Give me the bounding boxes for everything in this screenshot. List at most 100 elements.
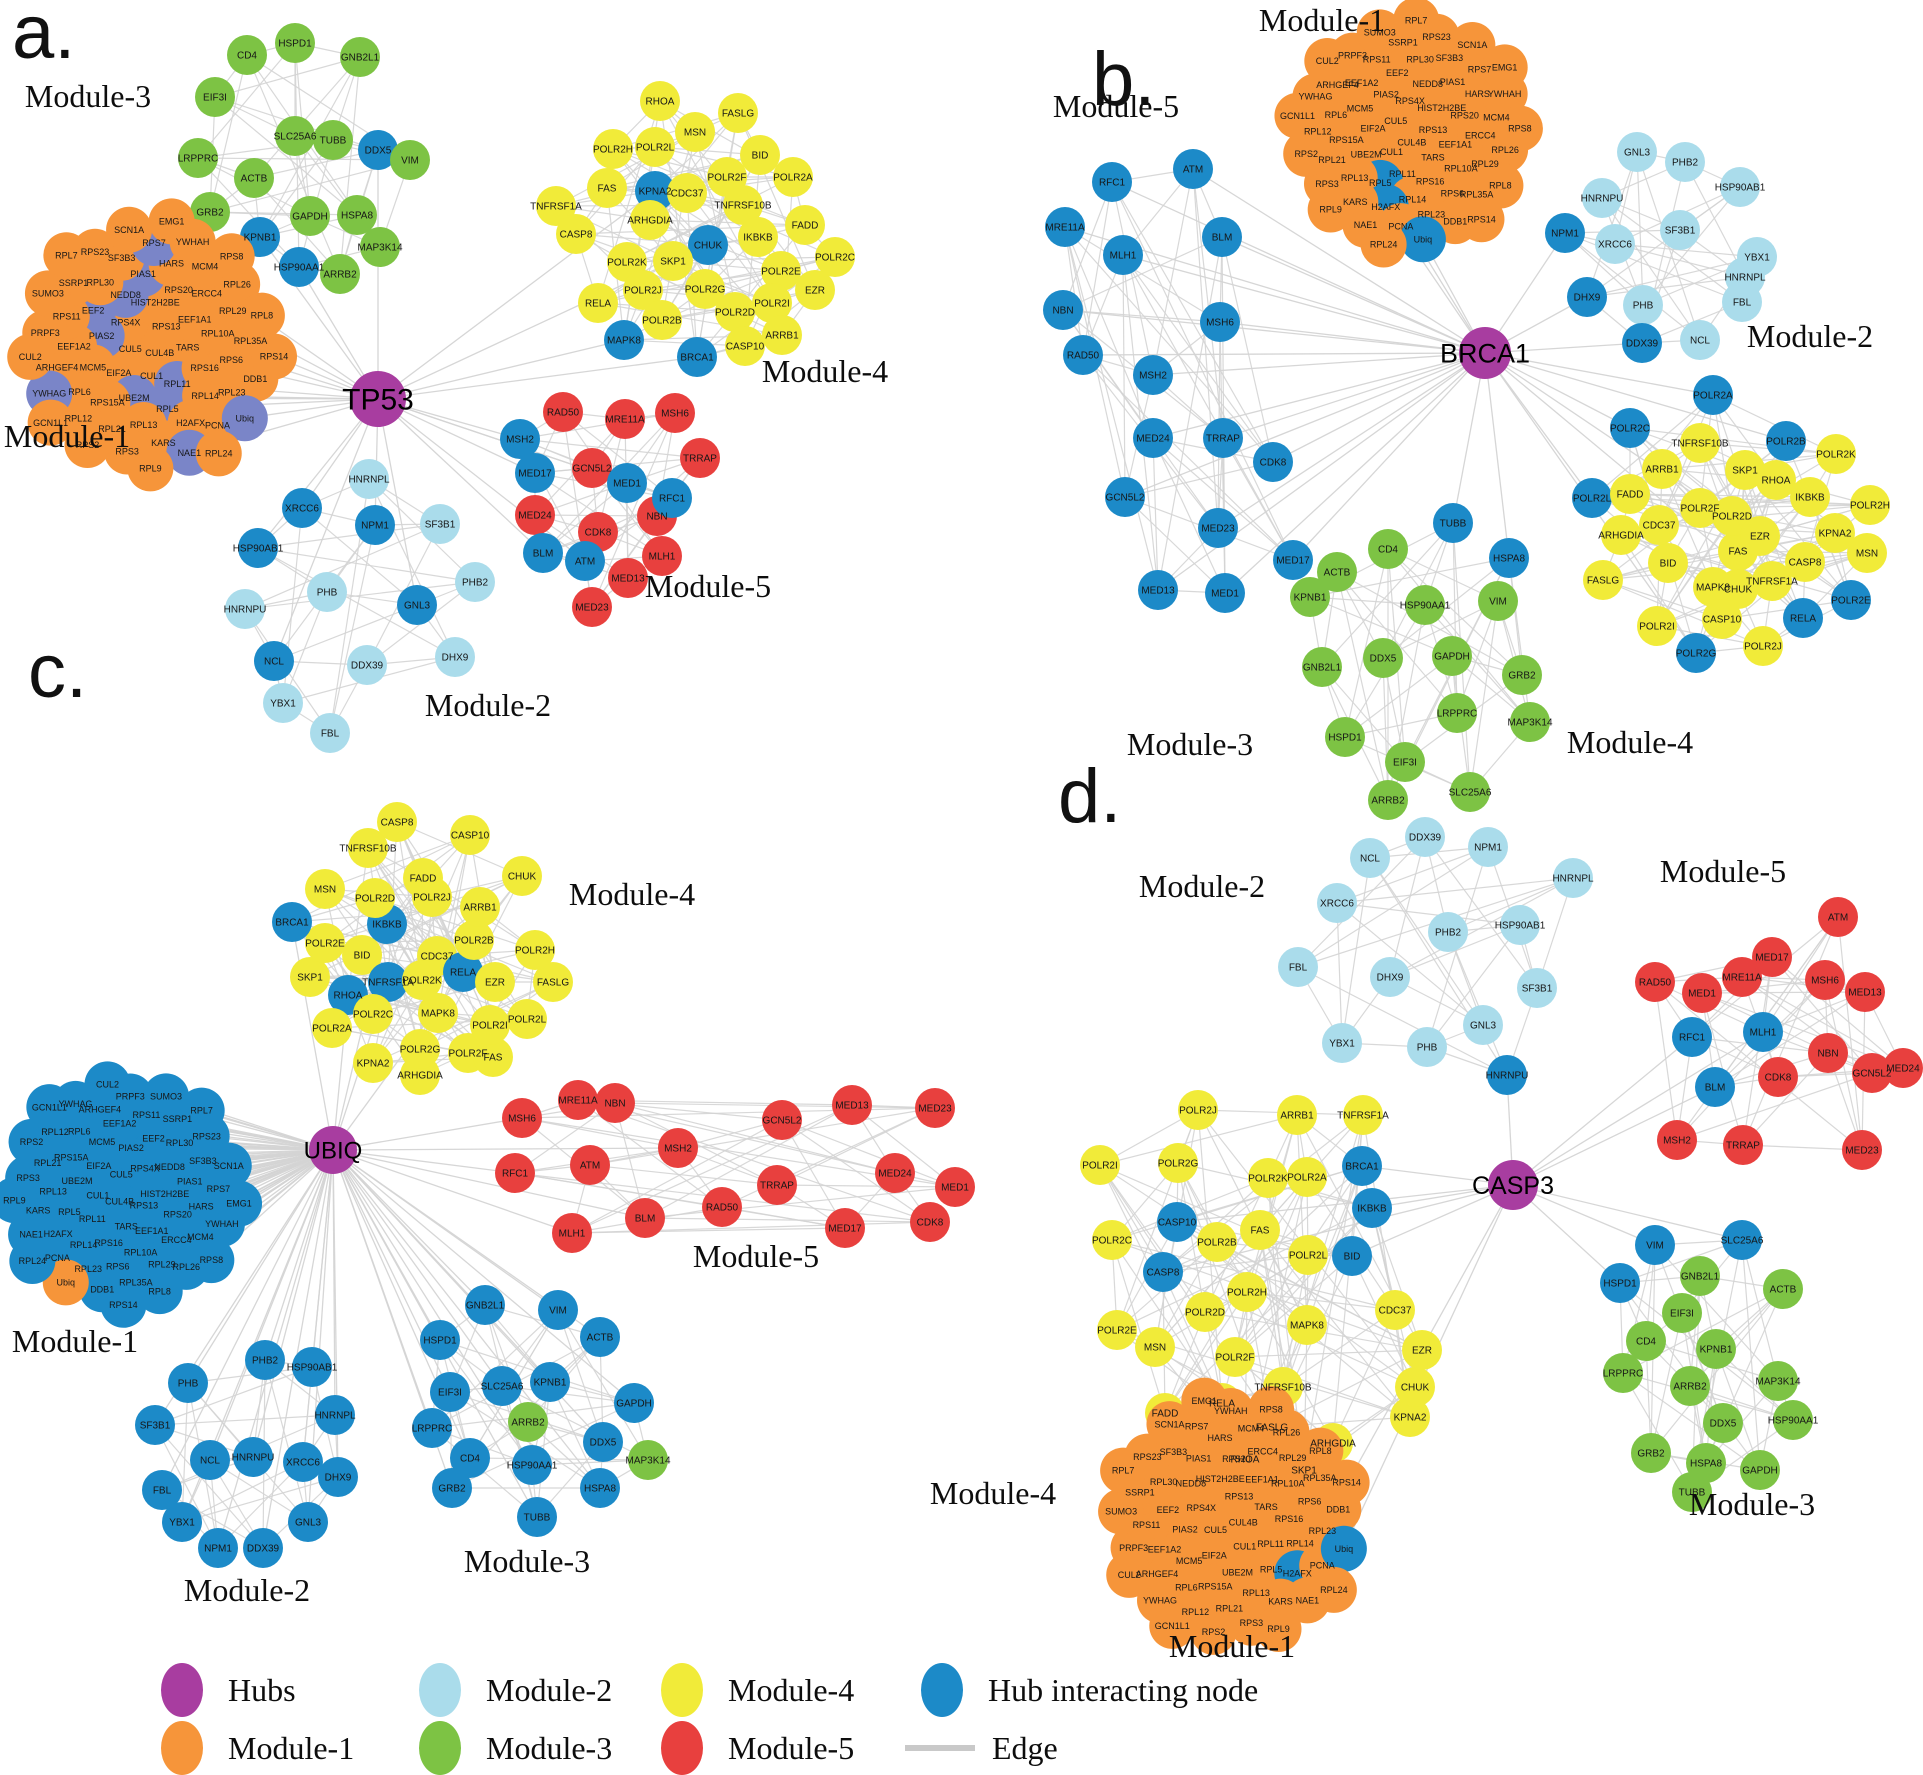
node-TRRAP[interactable] <box>1203 418 1243 458</box>
node-FBL[interactable] <box>142 1470 182 1510</box>
node-POLR2I[interactable] <box>470 1005 510 1045</box>
node-PHB[interactable] <box>1623 285 1663 325</box>
node-SUMO3[interactable] <box>24 270 71 317</box>
node-BID[interactable] <box>342 935 382 975</box>
node-RPS8[interactable] <box>188 1237 235 1284</box>
node-HSPD1[interactable] <box>1325 717 1365 757</box>
node-CASP10[interactable] <box>725 326 765 366</box>
node-MED17[interactable] <box>825 1208 865 1248</box>
node-RAD50[interactable] <box>1635 962 1675 1002</box>
node-LRPPRC[interactable] <box>1603 1353 1643 1393</box>
node-ARHGDIA[interactable] <box>630 200 670 240</box>
node-POLR2D[interactable] <box>1185 1292 1225 1332</box>
node-HSP90AA1[interactable] <box>512 1445 552 1485</box>
node-DDX5[interactable] <box>1363 638 1403 678</box>
node-EIF3I[interactable] <box>1385 742 1425 782</box>
node-ATM[interactable] <box>1818 897 1858 937</box>
node-MED23[interactable] <box>1198 508 1238 548</box>
node-CDC37[interactable] <box>1375 1290 1415 1330</box>
node-ACTB[interactable] <box>234 158 274 198</box>
node-RPL9[interactable] <box>1255 1606 1302 1653</box>
node-CASP10[interactable] <box>1157 1202 1197 1242</box>
node-TNFRSF10B[interactable] <box>348 828 388 868</box>
node-RHOA[interactable] <box>640 81 680 121</box>
node-MSH2[interactable] <box>1133 355 1173 395</box>
node-FASLG[interactable] <box>718 93 758 133</box>
node-RPL7[interactable] <box>1393 0 1440 44</box>
node-RPS14[interactable] <box>1323 1459 1370 1506</box>
node-RPL24[interactable] <box>195 430 242 477</box>
node-MSH6[interactable] <box>502 1098 542 1138</box>
node-RPL9[interactable] <box>0 1177 38 1224</box>
node-HSP90AB1[interactable] <box>292 1347 332 1387</box>
node-GCN5L2[interactable] <box>1852 1053 1892 1093</box>
node-POLR2E[interactable] <box>305 923 345 963</box>
node-POLR2C[interactable] <box>815 237 855 277</box>
node-SF3B1[interactable] <box>420 504 460 544</box>
node-CHUK[interactable] <box>502 856 542 896</box>
node-HSP90AA1[interactable] <box>1773 1400 1813 1440</box>
node-CDK8[interactable] <box>1253 442 1293 482</box>
hub-CASP3[interactable] <box>1488 1160 1538 1210</box>
node-LRPPRC[interactable] <box>412 1408 452 1448</box>
node-FBL[interactable] <box>1722 282 1762 322</box>
node-MED23[interactable] <box>915 1088 955 1128</box>
node-RPL8[interactable] <box>1477 162 1524 209</box>
node-MAP3K14[interactable] <box>1758 1361 1798 1401</box>
node-MAPK8[interactable] <box>604 320 644 360</box>
node-ARRB2[interactable] <box>320 254 360 294</box>
node-GCN5L2[interactable] <box>1105 477 1145 517</box>
node-FAS[interactable] <box>1240 1210 1280 1250</box>
node-TNFRSF1A[interactable] <box>368 962 408 1002</box>
node-BID[interactable] <box>1648 543 1688 583</box>
node-POLR2B[interactable] <box>1197 1222 1237 1262</box>
node-RFC1[interactable] <box>1092 162 1132 202</box>
node-PHB[interactable] <box>168 1363 208 1403</box>
node-BID[interactable] <box>740 135 780 175</box>
node-IKBKB[interactable] <box>1790 477 1830 517</box>
node-HSP90AA1[interactable] <box>1405 585 1445 625</box>
node-HSP90AB1[interactable] <box>238 528 278 568</box>
node-POLR2B[interactable] <box>454 920 494 960</box>
node-GCN1L1[interactable] <box>27 399 74 446</box>
node-GNL3[interactable] <box>1617 132 1657 172</box>
node-NPM1[interactable] <box>355 505 395 545</box>
hub-BRCA1[interactable] <box>1459 327 1511 379</box>
node-MED1[interactable] <box>935 1167 975 1207</box>
node-HSPA8[interactable] <box>337 195 377 235</box>
node-POLR2G[interactable] <box>685 269 725 309</box>
node-CD4[interactable] <box>450 1438 490 1478</box>
node-VIM[interactable] <box>538 1290 578 1330</box>
node-EZR[interactable] <box>795 270 835 310</box>
node-BRCA1[interactable] <box>677 337 717 377</box>
node-RELA[interactable] <box>443 952 483 992</box>
node-POLR2E[interactable] <box>761 251 801 291</box>
node-RFC1[interactable] <box>1672 1017 1712 1057</box>
node-HSP90AA1[interactable] <box>279 247 319 287</box>
node-SKP1[interactable] <box>1725 450 1765 490</box>
node-HNRNPU[interactable] <box>225 589 265 629</box>
node-POLR2E[interactable] <box>1097 1310 1137 1350</box>
node-CASP8[interactable] <box>1785 542 1825 582</box>
node-POLR2D[interactable] <box>715 292 755 332</box>
node-XRCC6[interactable] <box>282 488 322 528</box>
node-NCL[interactable] <box>1680 320 1720 360</box>
node-SCN1A[interactable] <box>205 1142 252 1189</box>
node-POLR2E[interactable] <box>1831 580 1871 620</box>
node-MSH6[interactable] <box>655 393 695 433</box>
node-NBN[interactable] <box>595 1083 635 1123</box>
node-Ubiq[interactable] <box>1320 1525 1367 1572</box>
node-GAPDH[interactable] <box>290 196 330 236</box>
node-RAD50[interactable] <box>1063 335 1103 375</box>
node-ATM[interactable] <box>570 1145 610 1185</box>
node-PHB2[interactable] <box>1428 912 1468 952</box>
node-POLR2C[interactable] <box>1092 1220 1132 1260</box>
node-KPNA2[interactable] <box>1390 1397 1430 1437</box>
node-POLR2H[interactable] <box>515 930 555 970</box>
node-BRCA1[interactable] <box>1342 1146 1382 1186</box>
node-POLR2I[interactable] <box>1080 1145 1120 1185</box>
node-Ubiq[interactable] <box>42 1259 89 1306</box>
node-DHX9[interactable] <box>1567 277 1607 317</box>
node-LRPPRC[interactable] <box>178 138 218 178</box>
node-TNFRSF1A[interactable] <box>536 186 576 226</box>
